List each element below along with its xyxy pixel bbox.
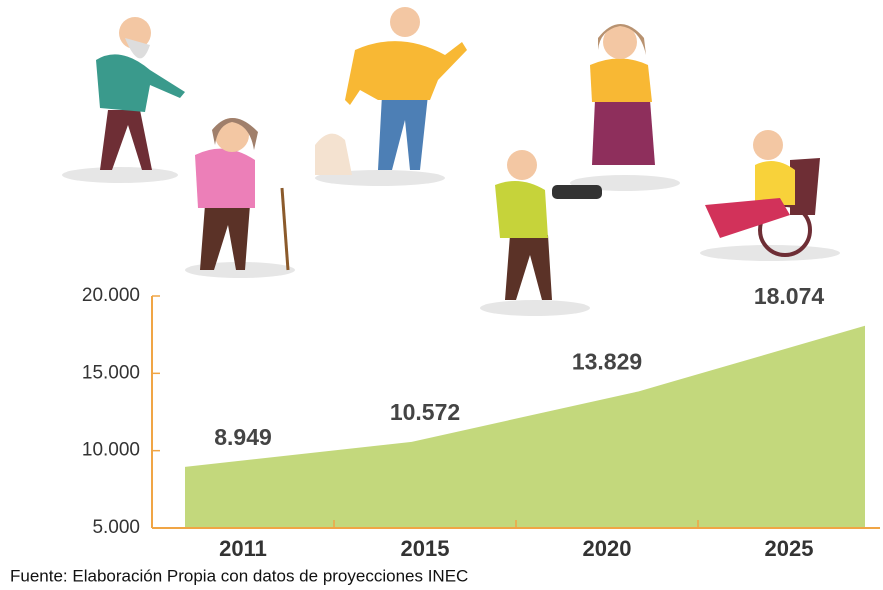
y-tick-label: 5.000 [92,517,140,538]
x-tick-label: 2015 [401,536,450,561]
value-label: 18.074 [754,283,825,309]
illustrations [62,7,840,316]
value-label: 10.572 [390,399,460,425]
x-tick-label: 2020 [583,536,632,561]
value-label: 8.949 [214,424,272,450]
x-tick-label: 2011 [219,536,267,561]
area [185,325,865,528]
y-tick-label: 10.000 [82,440,140,461]
y-tick-label: 20.000 [82,285,140,306]
y-tick-label: 15.000 [82,362,140,383]
x-tick-label: 2025 [765,536,814,561]
value-label: 13.829 [572,349,642,375]
source-note: Fuente: Elaboración Propia con datos de … [10,566,468,585]
